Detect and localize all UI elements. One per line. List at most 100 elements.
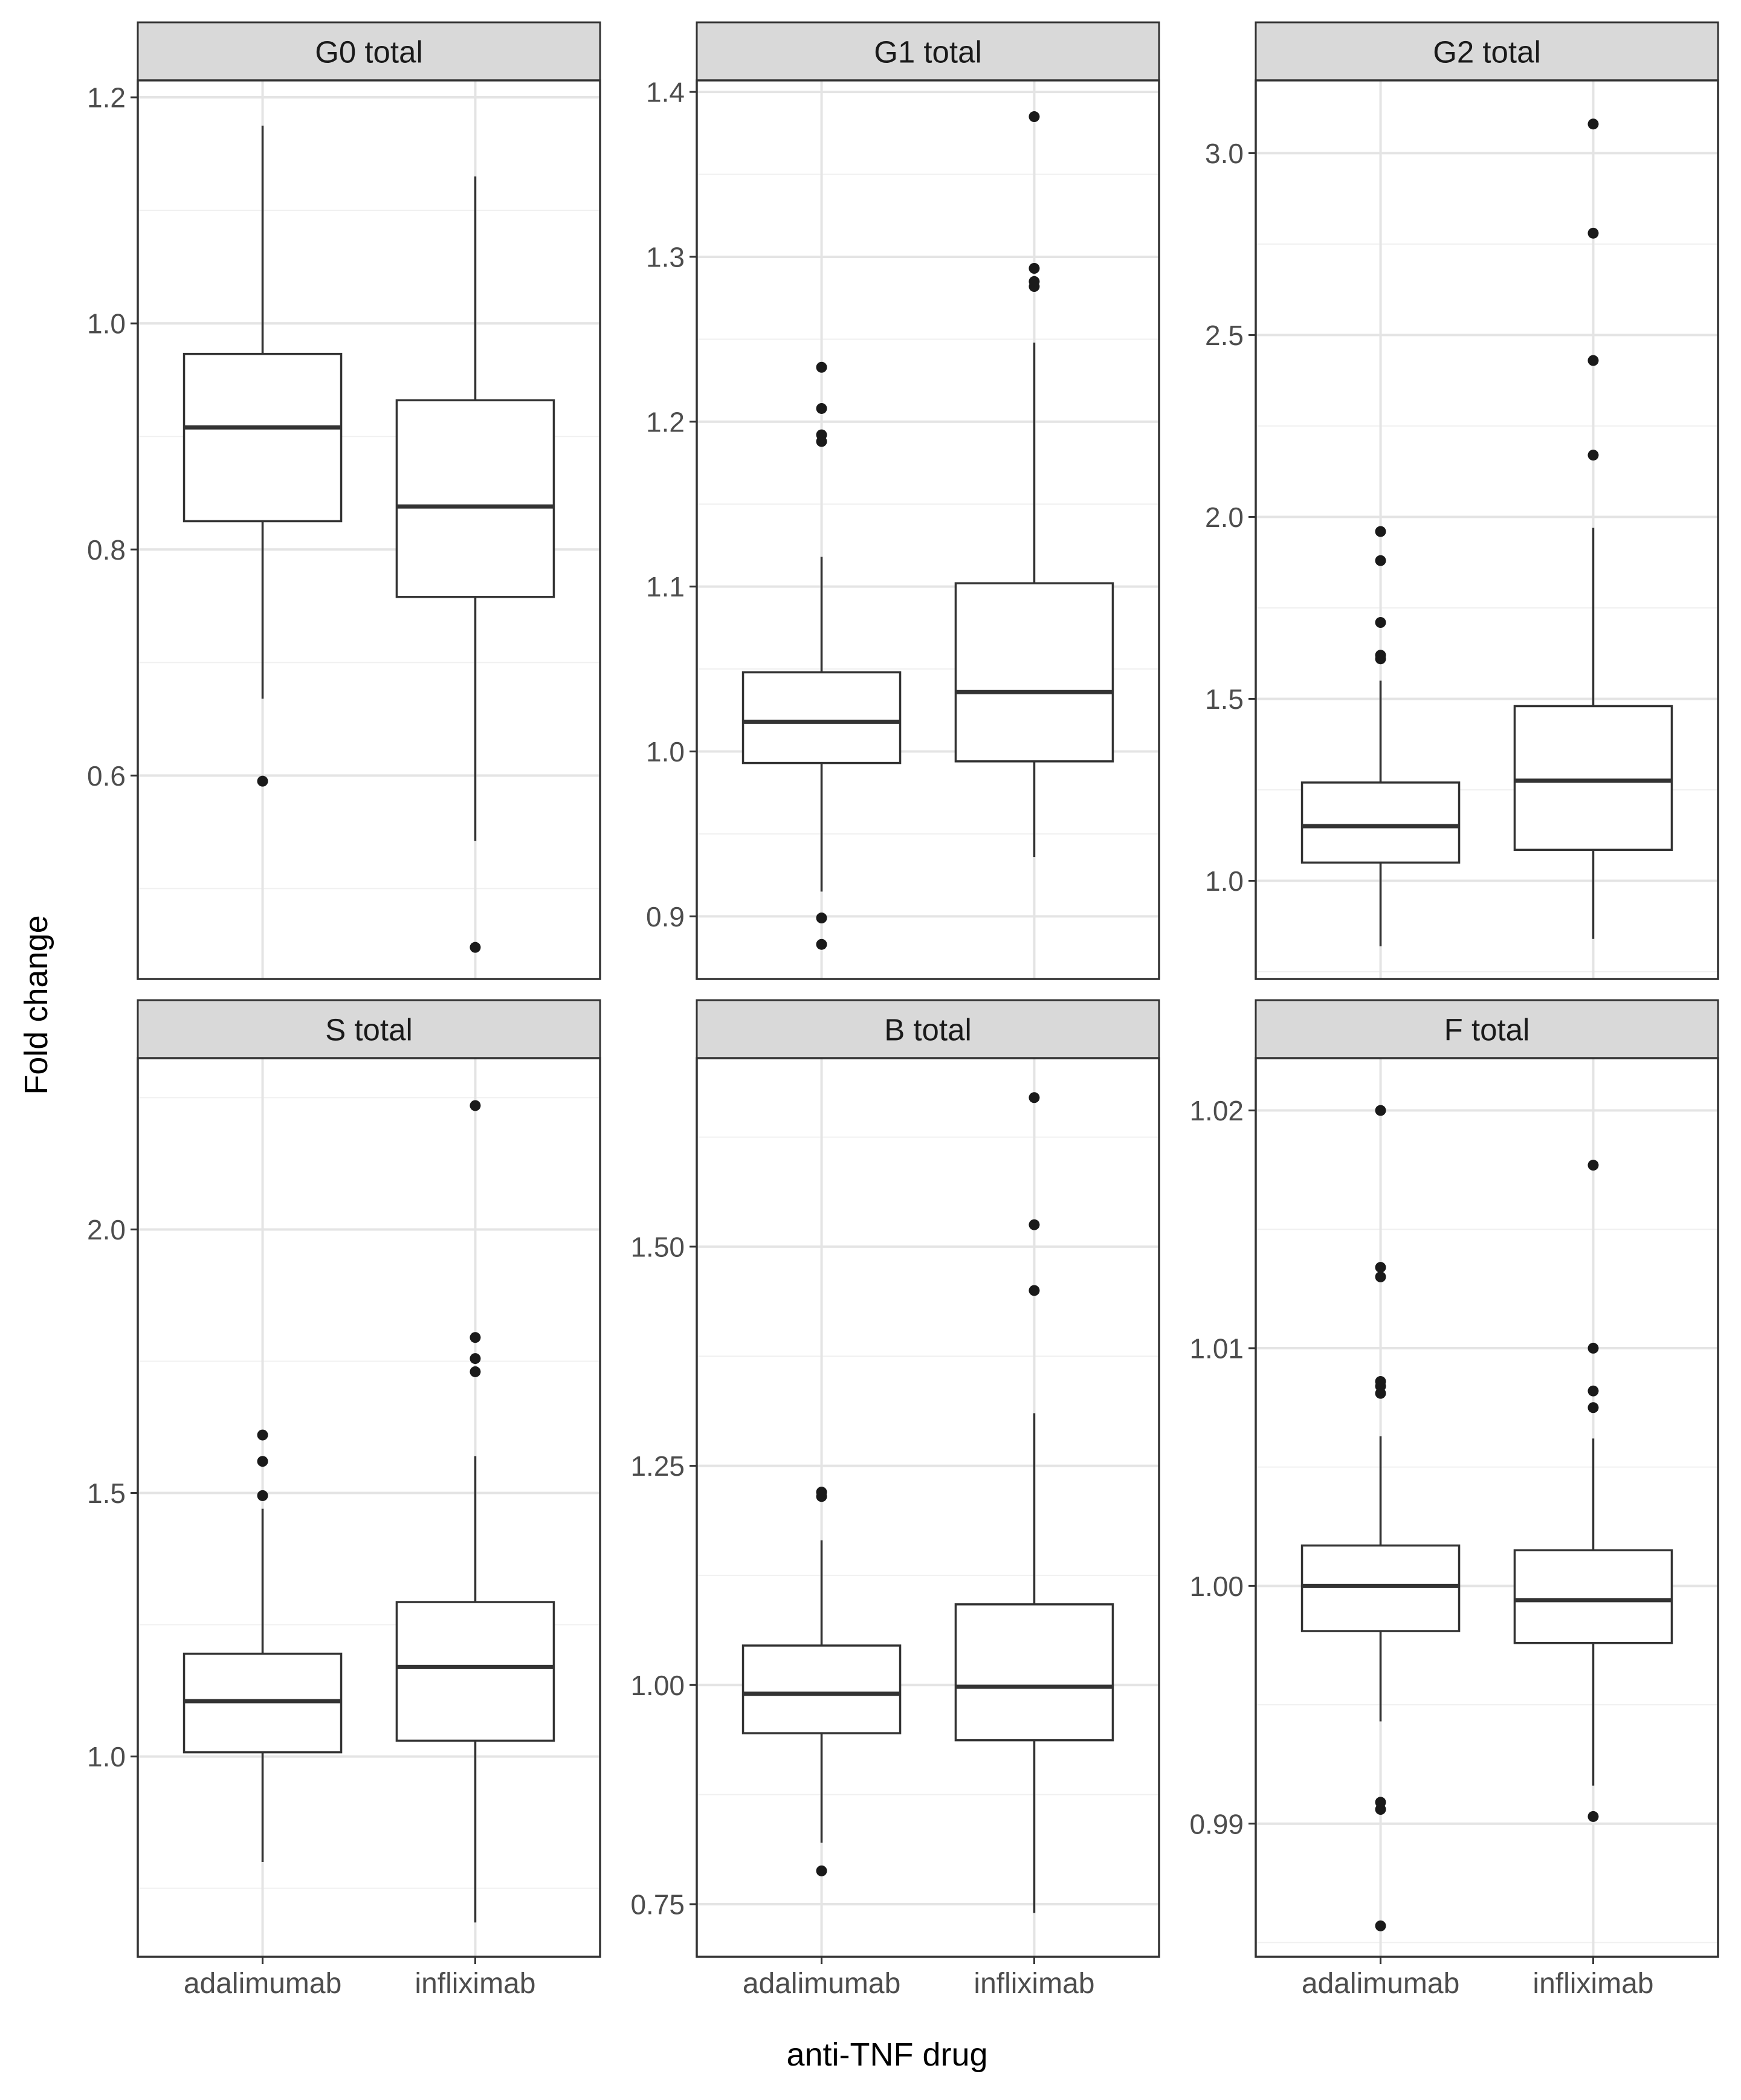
panel-border: [696, 79, 1160, 980]
x-tick-label: adalimumab: [743, 1968, 900, 2000]
facet-panel: G0 total 0.6 0.8 1.0 1.2: [87, 21, 601, 980]
x-tick-label: infliximab: [415, 1968, 535, 2000]
facet-strip: [1255, 21, 1719, 82]
y-tick-label: 0.8: [87, 534, 126, 566]
facet-panel: G1 total 0.9 1.0 1.1 1.2 1.3 1.4: [646, 21, 1160, 980]
box-iqr: [1513, 705, 1673, 851]
facet-panel: S total 1.0 1.5 2.0 adalimumab infliximab: [87, 999, 601, 2000]
outlier-point: [1375, 555, 1386, 566]
outlier-point: [257, 1490, 268, 1501]
y-tick-label: 1.0: [646, 736, 685, 767]
facet-strip: [137, 999, 601, 1059]
outlier-point: [1588, 355, 1599, 366]
facet-strip-label: G1 total: [874, 34, 982, 69]
facet-strip-label: F total: [1444, 1012, 1530, 1047]
y-tick-label: 1.50: [630, 1231, 685, 1262]
facet-strip: [137, 21, 601, 82]
outlier-point: [1588, 1385, 1599, 1397]
box-iqr: [395, 1601, 555, 1742]
outlier-point: [816, 1865, 827, 1876]
outlier-point: [1029, 263, 1040, 274]
box-iqr: [182, 352, 343, 523]
box-iqr: [954, 582, 1114, 763]
outlier-point: [1375, 650, 1386, 661]
outlier-point: [816, 402, 827, 414]
outlier-point: [470, 1353, 481, 1365]
y-axis-title: Fold change: [18, 915, 54, 1094]
outlier-point: [816, 1487, 827, 1498]
outlier-point: [1588, 1160, 1599, 1171]
x-tick-label: adalimumab: [184, 1968, 341, 2000]
outlier-point: [1375, 1797, 1386, 1808]
outlier-point: [470, 1100, 481, 1111]
outlier-point: [1588, 227, 1599, 239]
box-iqr: [1300, 1544, 1461, 1632]
outlier-point: [1375, 1262, 1386, 1273]
outlier-point: [1029, 1285, 1040, 1296]
panel-border: [696, 1057, 1160, 1958]
facet-strip-label: S total: [325, 1012, 413, 1047]
outlier-point: [816, 913, 827, 924]
outlier-point: [1375, 1920, 1386, 1931]
box-iqr: [1513, 1549, 1673, 1644]
panel-border: [1255, 1057, 1719, 1958]
facet-strip: [696, 21, 1160, 82]
y-tick-label: 2.0: [1205, 502, 1244, 533]
facet-strip-label: G0 total: [315, 34, 423, 69]
facet-panel: B total 0.75 1.00 1.25 1.50 adalimumab inflixi…: [630, 999, 1160, 2000]
y-tick-label: 0.75: [630, 1889, 685, 1921]
panel-border: [137, 79, 601, 980]
outlier-point: [470, 942, 481, 953]
y-tick-label: 1.1: [646, 571, 685, 603]
box-iqr: [741, 671, 902, 764]
outlier-point: [1375, 1376, 1386, 1388]
y-tick-label: 0.99: [1189, 1808, 1244, 1840]
y-tick-label: 1.01: [1189, 1333, 1244, 1364]
outlier-point: [1588, 1402, 1599, 1413]
x-tick-label: infliximab: [974, 1968, 1094, 2000]
outlier-point: [1029, 111, 1040, 123]
y-tick-label: 1.2: [87, 82, 126, 114]
outlier-point: [1375, 526, 1386, 537]
box-iqr: [395, 399, 555, 598]
y-tick-label: 1.0: [1205, 865, 1244, 897]
panel-border: [1255, 79, 1719, 980]
outlier-point: [1588, 1342, 1599, 1354]
x-tick-label: infliximab: [1533, 1968, 1653, 2000]
outlier-point: [470, 1332, 481, 1343]
facet-strip-label: B total: [884, 1012, 972, 1047]
outlier-point: [257, 1429, 268, 1441]
outlier-point: [1375, 617, 1386, 628]
y-tick-label: 0.6: [87, 760, 126, 792]
y-tick-label: 1.0: [87, 308, 126, 340]
outlier-point: [1588, 450, 1599, 461]
y-tick-label: 1.3: [646, 242, 685, 273]
box-iqr: [1300, 781, 1461, 864]
y-tick-label: 1.5: [1205, 683, 1244, 715]
y-tick-label: 1.25: [630, 1450, 685, 1482]
outlier-point: [816, 429, 827, 441]
box-iqr: [954, 1603, 1114, 1742]
x-axis-title: anti-TNF drug: [786, 2037, 987, 2073]
outlier-point: [257, 775, 268, 787]
y-tick-label: 1.00: [630, 1670, 685, 1701]
facet-panel: F total 0.99 1.00 1.01 1.02 adalimumab inflixi…: [1189, 999, 1719, 2000]
x-tick-label: adalimumab: [1302, 1968, 1459, 2000]
panel-border: [137, 1057, 601, 1958]
outlier-point: [257, 1456, 268, 1467]
y-tick-label: 3.0: [1205, 138, 1244, 169]
y-tick-label: 1.02: [1189, 1095, 1244, 1126]
outlier-point: [1375, 1271, 1386, 1282]
y-tick-label: 1.2: [646, 406, 685, 438]
facet-panel: G2 total 1.0 1.5 2.0 2.5 3.0: [1205, 21, 1719, 980]
y-tick-label: 1.4: [646, 77, 685, 108]
outlier-point: [1588, 118, 1599, 130]
facet-panels: G0 total 0.6 0.8 1.0 1.2 G1 total 0.9 1.0 1.1 1.2…: [87, 21, 1719, 2000]
box-iqr: [741, 1644, 902, 1734]
outlier-point: [470, 1366, 481, 1377]
facet-strip-label: G2 total: [1433, 34, 1541, 69]
outlier-point: [1588, 1811, 1599, 1822]
outlier-point: [1375, 1105, 1386, 1116]
facet-strip: [1255, 999, 1719, 1059]
